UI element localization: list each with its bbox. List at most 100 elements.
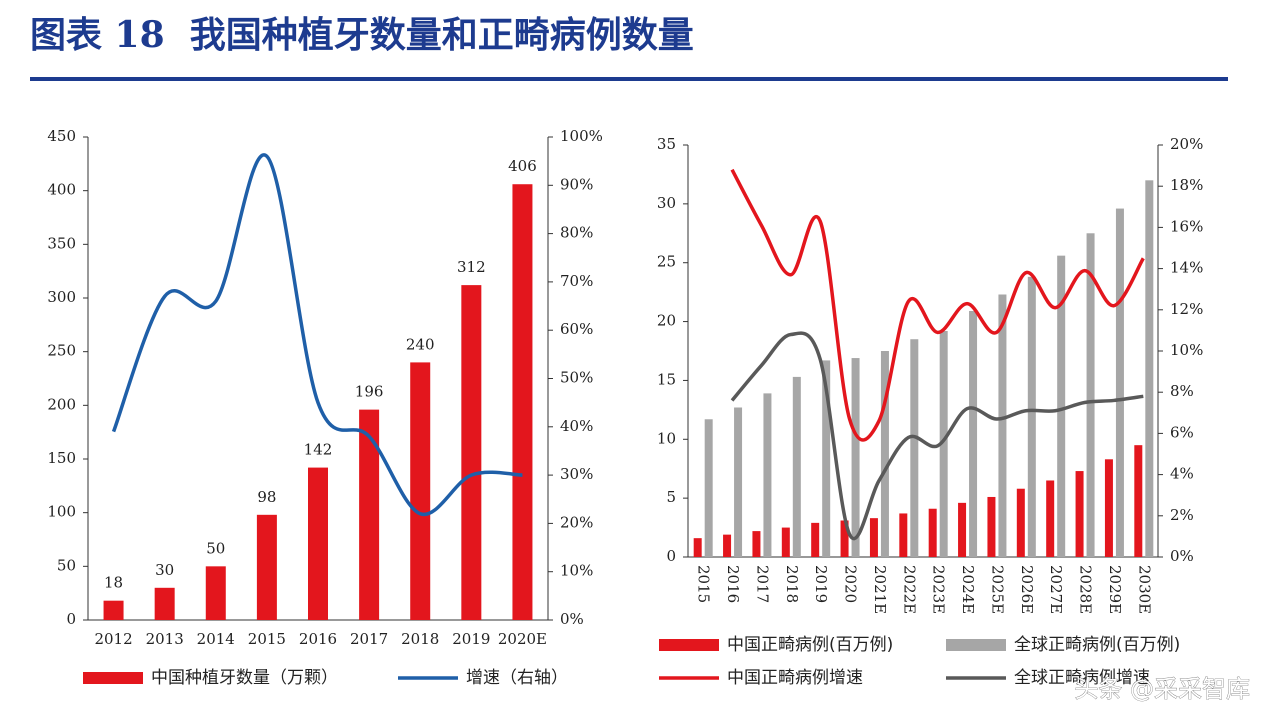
- y-tick-label: 200: [47, 395, 76, 413]
- bar: [205, 566, 226, 620]
- bar: [1075, 471, 1084, 557]
- x-tick-label: 2018: [783, 565, 801, 603]
- y2-tick-label: 70%: [560, 272, 593, 290]
- bar: [987, 496, 996, 557]
- legend-label: 中国种植牙数量（万颗）: [151, 668, 338, 688]
- bar: [899, 513, 908, 557]
- bar: [958, 502, 967, 557]
- watermark: 头条 @采采智库: [1074, 675, 1250, 703]
- x-tick-label: 2020: [842, 565, 860, 603]
- x-tick-label: 2016: [724, 565, 742, 603]
- bar: [723, 534, 732, 557]
- bar: [359, 409, 380, 620]
- bar: [461, 285, 482, 620]
- title-rule: [30, 77, 1228, 81]
- data-label: 312: [457, 258, 486, 276]
- x-tick-label: 2017: [753, 565, 771, 603]
- y2-tick-label: 100%: [560, 127, 603, 145]
- y2-tick-label: 50%: [560, 369, 593, 387]
- bar: [998, 294, 1007, 557]
- bar: [1145, 180, 1154, 558]
- legend-label: 全球正畸病例增速: [1014, 668, 1150, 688]
- y-tick-label: 450: [47, 127, 76, 145]
- bar: [1086, 233, 1095, 558]
- x-tick-label: 2024E: [959, 565, 977, 614]
- bar: [1104, 459, 1113, 557]
- legend-swatch: [659, 639, 719, 651]
- y2-tick-label: 6%: [1170, 423, 1194, 441]
- y-tick-label: 250: [47, 342, 76, 360]
- data-label: 406: [508, 157, 537, 175]
- bar: [781, 527, 790, 557]
- bar: [256, 514, 277, 620]
- bar: [1115, 208, 1124, 557]
- page-title: 图表 18 我国种植牙数量和正畸病例数量: [30, 14, 694, 56]
- data-label: 240: [406, 335, 435, 353]
- x-tick-label: 2022E: [900, 565, 918, 614]
- y-tick-label: 400: [47, 181, 76, 199]
- bar: [734, 407, 743, 557]
- bar: [693, 538, 702, 557]
- y-tick-label: 20: [657, 312, 676, 330]
- x-tick-label: 2023E: [930, 565, 948, 614]
- data-label: 30: [155, 561, 174, 579]
- legend-label: 中国正畸病例(百万例): [727, 635, 893, 655]
- y-tick-label: 0: [666, 547, 676, 565]
- y2-tick-label: 10%: [560, 562, 593, 580]
- x-tick-label: 2027E: [1047, 565, 1065, 614]
- data-label: 98: [257, 488, 276, 506]
- y2-tick-label: 20%: [560, 513, 593, 531]
- bar: [880, 351, 889, 557]
- x-tick-label: 2019: [452, 630, 490, 648]
- bar: [822, 360, 831, 557]
- x-tick-label: 2013: [146, 630, 184, 648]
- bar: [928, 508, 937, 557]
- bar: [752, 531, 761, 557]
- y2-tick-label: 4%: [1170, 465, 1194, 483]
- y2-tick-label: 16%: [1170, 217, 1203, 235]
- x-tick-label: 2015: [695, 565, 713, 603]
- x-tick-label: 2025E: [988, 565, 1006, 614]
- bar: [154, 587, 175, 620]
- y2-tick-label: 18%: [1170, 176, 1203, 194]
- legend-swatch: [83, 672, 143, 684]
- y-tick-label: 30: [657, 194, 676, 212]
- data-label: 50: [206, 539, 225, 557]
- bar: [869, 518, 878, 557]
- y-tick-label: 35: [657, 135, 676, 153]
- y-tick-label: 50: [57, 556, 76, 574]
- x-tick-label: 2021E: [871, 565, 889, 614]
- y-tick-label: 10: [657, 429, 676, 447]
- bar: [308, 467, 328, 620]
- bar: [1134, 445, 1143, 557]
- line: [730, 168, 1145, 442]
- y-tick-label: 150: [47, 449, 76, 467]
- bar: [763, 393, 772, 557]
- bar: [1046, 480, 1055, 557]
- y-tick-label: 15: [657, 370, 676, 388]
- bar: [1027, 276, 1036, 557]
- x-tick-label: 2029E: [1106, 565, 1124, 614]
- data-label: 196: [355, 383, 384, 401]
- x-tick-label: 2030E: [1135, 565, 1153, 614]
- data-label: 142: [304, 441, 333, 459]
- bar: [1057, 255, 1066, 557]
- y2-tick-label: 14%: [1170, 259, 1203, 277]
- y2-tick-label: 90%: [560, 175, 593, 193]
- y2-tick-label: 12%: [1170, 300, 1203, 318]
- y2-tick-label: 0%: [1170, 547, 1194, 565]
- y-tick-label: 100: [47, 503, 76, 521]
- legend-label: 中国正畸病例增速: [727, 668, 863, 688]
- y2-tick-label: 8%: [1170, 382, 1194, 400]
- bar: [910, 339, 919, 557]
- x-tick-label: 2026E: [1018, 565, 1036, 614]
- x-tick-label: 2012: [94, 630, 132, 648]
- y-tick-label: 25: [657, 253, 676, 271]
- bar: [704, 419, 713, 557]
- y2-tick-label: 2%: [1170, 506, 1194, 524]
- bar: [811, 522, 820, 557]
- y2-tick-label: 30%: [560, 465, 593, 483]
- bar: [840, 520, 849, 557]
- bar: [969, 310, 978, 557]
- x-tick-label: 2019: [812, 565, 830, 603]
